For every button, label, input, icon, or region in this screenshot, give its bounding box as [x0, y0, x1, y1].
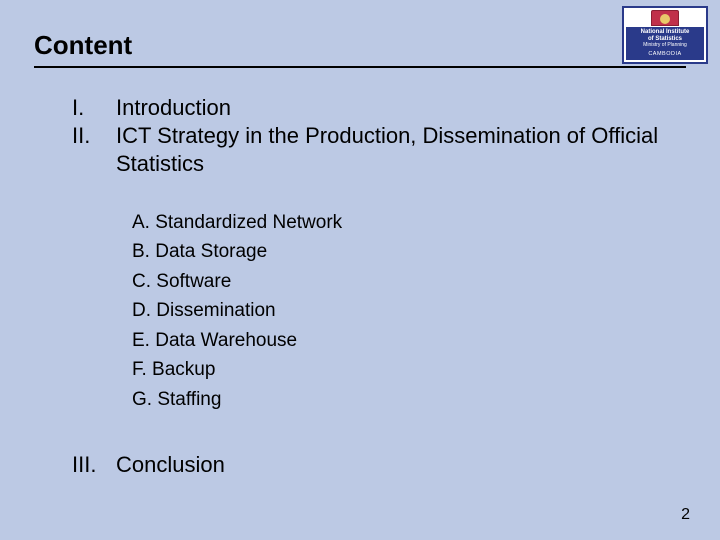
logo-text-block: National Institute of Statistics Ministr…: [626, 27, 704, 60]
list-item: III.Conclusion: [72, 452, 225, 478]
title-underline: [34, 66, 686, 68]
org-logo: National Institute of Statistics Ministr…: [622, 6, 708, 64]
item-numeral: I.: [72, 94, 116, 122]
sub-item: D. Dissemination: [132, 296, 342, 325]
logo-line2: of Statistics: [628, 36, 702, 43]
sub-item: E. Data Warehouse: [132, 326, 342, 355]
list-item: I. Introduction: [72, 94, 660, 122]
page-title: Content: [34, 30, 132, 61]
logo-country: CAMBODIA: [628, 51, 702, 57]
item-text: Introduction: [116, 94, 660, 122]
logo-line3: Ministry of Planning: [628, 43, 702, 49]
sub-item: C. Software: [132, 267, 342, 296]
sub-item: A. Standardized Network: [132, 208, 342, 237]
item-numeral: II.: [72, 122, 116, 178]
item-numeral: III.: [72, 452, 116, 478]
logo-line1: National Institute: [628, 29, 702, 36]
sub-item: F. Backup: [132, 355, 342, 384]
logo-emblem: [651, 10, 679, 26]
outline-main-list: I. Introduction II. ICT Strategy in the …: [72, 94, 660, 178]
sub-item: G. Staffing: [132, 385, 342, 414]
item-text: ICT Strategy in the Production, Dissemin…: [116, 122, 660, 178]
outline-sub-list: A. Standardized Network B. Data Storage …: [132, 208, 342, 414]
sub-item: B. Data Storage: [132, 237, 342, 266]
list-item: II. ICT Strategy in the Production, Diss…: [72, 122, 660, 178]
page-number: 2: [681, 506, 690, 524]
item-text: Conclusion: [116, 452, 225, 477]
